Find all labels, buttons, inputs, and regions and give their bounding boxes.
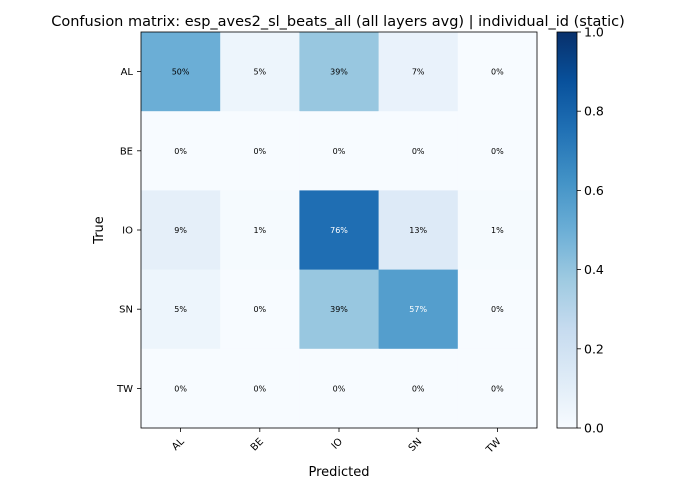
cell-label-AL-SN: 7% bbox=[412, 68, 425, 77]
matrix-cell-IO-TW bbox=[457, 190, 538, 271]
matrix-cell-SN-TW bbox=[457, 269, 538, 350]
matrix-cell-TW-SN bbox=[378, 348, 459, 429]
cell-label-BE-TW: 0% bbox=[491, 147, 504, 156]
matrix-cell-AL-SN bbox=[378, 32, 459, 112]
matrix-cell-TW-BE bbox=[220, 348, 300, 429]
cell-label-SN-TW: 0% bbox=[491, 305, 504, 314]
cell-label-TW-TW: 0% bbox=[491, 384, 504, 393]
matrix-cell-SN-SN bbox=[378, 269, 459, 350]
colorbar-tick-label: 0.0 bbox=[584, 421, 604, 436]
matrix-cell-SN-IO bbox=[299, 269, 380, 350]
cell-label-TW-SN: 0% bbox=[412, 384, 425, 393]
x-tick-label: IO bbox=[330, 436, 346, 452]
cell-label-SN-SN: 57% bbox=[409, 305, 427, 314]
cell-label-BE-BE: 0% bbox=[253, 147, 266, 156]
colorbar-tick-label: 0.8 bbox=[584, 104, 604, 119]
colorbar-ticks: 0.0 0.2 0.4 0.6 0.8 1.0 bbox=[577, 25, 604, 436]
matrix-cell-AL-BE bbox=[220, 32, 300, 112]
matrix-cell-labels: 50% 5% 39% 7% 0% 0% 0% 0% 0% 0% 9% 1% 76% 13% 1% 5% 0% 39… bbox=[172, 68, 504, 394]
x-axis-ticks: AL BE IO SN TW bbox=[170, 428, 504, 456]
cell-label-IO-IO: 76% bbox=[330, 226, 348, 235]
y-axis-ticks: AL BE IO SN TW bbox=[116, 67, 141, 395]
matrix-cell-TW-IO bbox=[299, 348, 380, 429]
y-tick-label: AL bbox=[121, 67, 134, 78]
matrix-cell-TW-AL bbox=[141, 348, 221, 429]
x-tick-label: SN bbox=[407, 436, 425, 454]
cell-label-BE-SN: 0% bbox=[412, 147, 425, 156]
matrix-cell-AL-TW bbox=[457, 32, 538, 112]
x-axis-label: Predicted bbox=[308, 465, 369, 480]
cell-label-AL-BE: 5% bbox=[253, 68, 266, 77]
matrix-cells bbox=[141, 32, 538, 429]
y-tick-label: SN bbox=[119, 305, 133, 316]
matrix-cell-IO-BE bbox=[220, 190, 300, 271]
y-tick-label: BE bbox=[120, 146, 133, 157]
colorbar-tick-label: 0.2 bbox=[584, 341, 604, 356]
colorbar-tick-label: 0.6 bbox=[584, 183, 604, 198]
cell-label-BE-AL: 0% bbox=[174, 147, 187, 156]
matrix-cell-BE-TW bbox=[457, 111, 538, 191]
matrix-cell-BE-AL bbox=[141, 111, 221, 191]
cell-label-IO-TW: 1% bbox=[491, 226, 504, 235]
matrix-cell-BE-IO bbox=[299, 111, 380, 191]
matrix-cell-TW-TW bbox=[457, 348, 538, 429]
y-tick-label: IO bbox=[122, 226, 133, 237]
matrix-cell-IO-SN bbox=[378, 190, 459, 271]
colorbar bbox=[556, 31, 578, 429]
x-tick-label: AL bbox=[170, 436, 187, 453]
matrix-cell-BE-SN bbox=[378, 111, 459, 191]
cell-label-SN-AL: 5% bbox=[174, 305, 187, 314]
y-tick-label: TW bbox=[116, 384, 133, 395]
cell-label-SN-BE: 0% bbox=[253, 305, 266, 314]
cell-label-TW-BE: 0% bbox=[253, 384, 266, 393]
chart-title: Confusion matrix: esp_aves2_sl_beats_all… bbox=[51, 14, 625, 30]
colorbar-tick-label: 1.0 bbox=[584, 25, 604, 40]
matrix-cell-SN-BE bbox=[220, 269, 300, 350]
matrix-cell-IO-AL bbox=[141, 190, 221, 271]
cell-label-BE-IO: 0% bbox=[333, 147, 346, 156]
cell-label-AL-AL: 50% bbox=[172, 68, 190, 77]
cell-label-AL-IO: 39% bbox=[330, 68, 348, 77]
matrix-cell-AL-AL bbox=[141, 32, 221, 112]
cell-label-TW-AL: 0% bbox=[174, 384, 187, 393]
matrix-cell-IO-IO bbox=[299, 190, 380, 271]
matrix-cell-AL-IO bbox=[299, 32, 380, 112]
x-tick-label: BE bbox=[249, 436, 266, 453]
cell-label-TW-IO: 0% bbox=[333, 384, 346, 393]
cell-label-IO-BE: 1% bbox=[253, 226, 266, 235]
x-tick-label: TW bbox=[484, 436, 504, 456]
colorbar-tick-label: 0.4 bbox=[584, 262, 604, 277]
y-axis-label: True bbox=[92, 216, 107, 245]
cell-label-IO-SN: 13% bbox=[409, 226, 427, 235]
matrix-cell-BE-BE bbox=[220, 111, 300, 191]
cell-label-IO-AL: 9% bbox=[174, 226, 187, 235]
cell-label-AL-TW: 0% bbox=[491, 68, 504, 77]
cell-label-SN-IO: 39% bbox=[330, 305, 348, 314]
matrix-cell-SN-AL bbox=[141, 269, 221, 350]
